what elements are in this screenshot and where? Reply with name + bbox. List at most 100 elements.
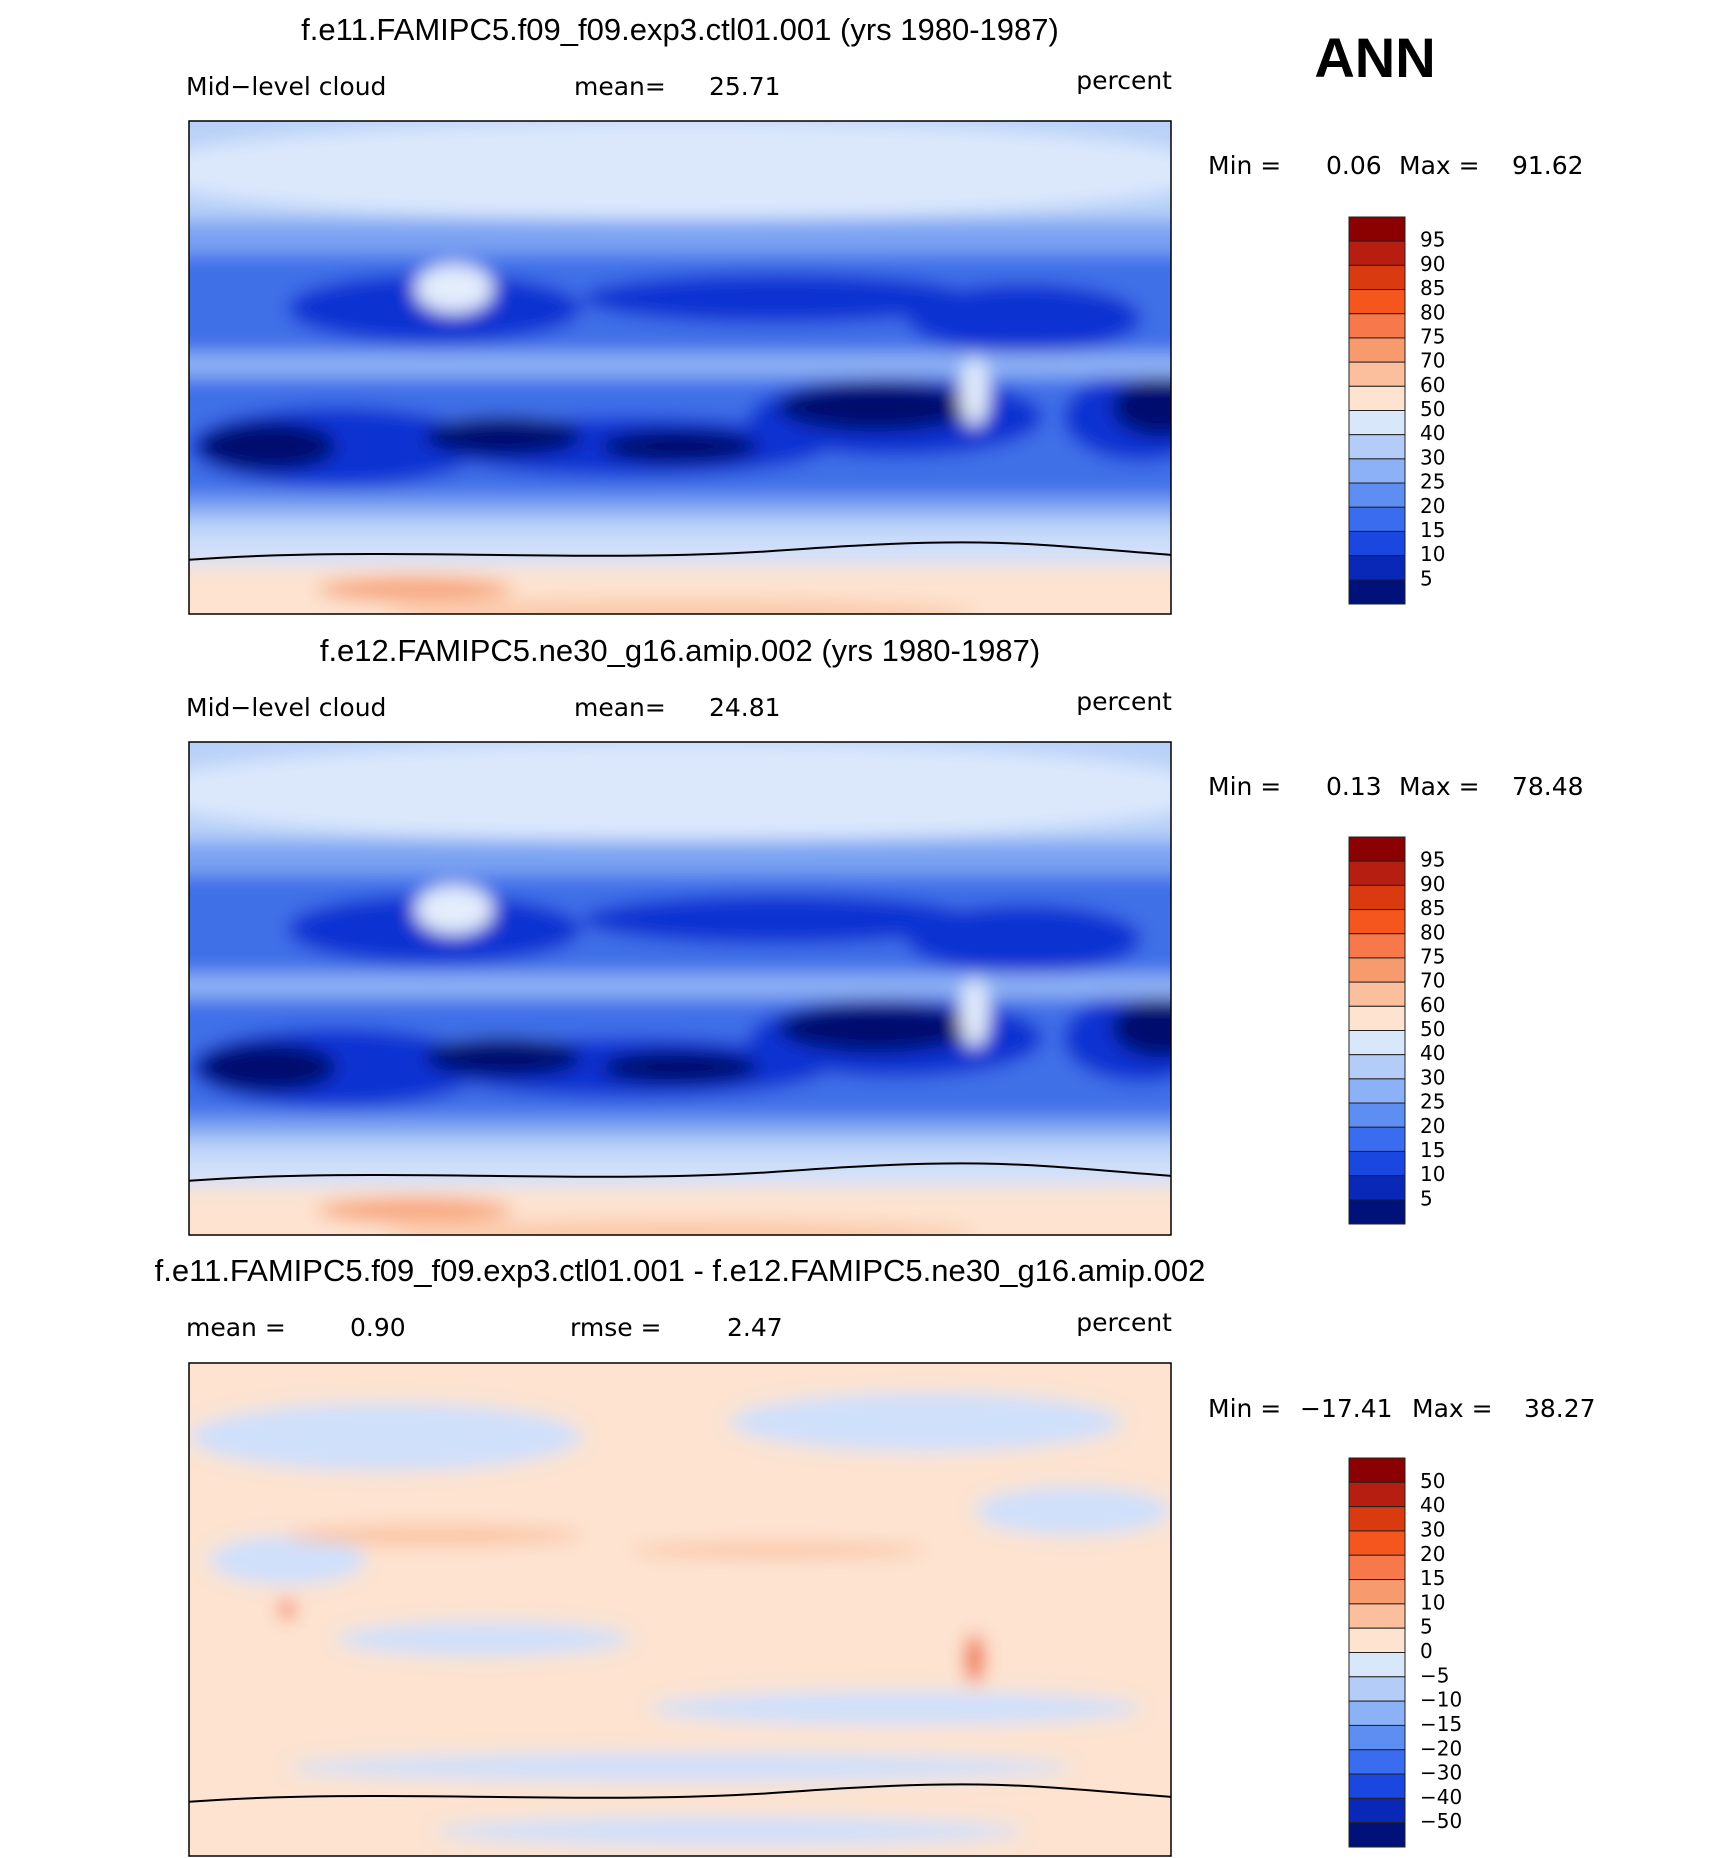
- colorbar-box: [1348, 530, 1406, 557]
- colorbar-label: 75: [1420, 944, 1445, 968]
- colorbar-box: [1348, 1579, 1406, 1605]
- colorbar-box: [1348, 434, 1406, 460]
- diff-field: [729, 1392, 1122, 1452]
- diff-field: [287, 1525, 582, 1546]
- cloud-field: [189, 121, 1171, 220]
- colorbar-label: −5: [1420, 1663, 1449, 1687]
- map-frame: [188, 1362, 1172, 1857]
- map-frame: [188, 120, 1172, 615]
- colorbar-box: [1348, 1030, 1406, 1056]
- colorbar-label: 20: [1420, 494, 1445, 518]
- colorbar-box: [1348, 1797, 1406, 1824]
- cloud-field: [385, 1220, 975, 1235]
- map-fields: [189, 1363, 1171, 1856]
- colorbar-label: −30: [1420, 1761, 1462, 1785]
- colorbar-box: [1348, 264, 1406, 291]
- colorbar-label: 80: [1420, 920, 1445, 944]
- min-max: Max =: [1399, 151, 1480, 180]
- min-max: Max =: [1399, 772, 1480, 801]
- coastline: [189, 1162, 1171, 1182]
- cloud-field: [959, 978, 990, 1048]
- colorbar-label: 10: [1420, 1590, 1445, 1614]
- colorbar-label: 30: [1420, 445, 1445, 469]
- cloud-field: [424, 416, 582, 457]
- colorbar-label: 85: [1420, 896, 1445, 920]
- min-max: 91.62: [1512, 151, 1584, 180]
- cloud-field: [581, 273, 975, 324]
- map: [189, 121, 1171, 614]
- colorbar-label: 30: [1420, 1517, 1445, 1541]
- colorbar-label: 15: [1420, 1138, 1445, 1162]
- colorbar-label: 90: [1420, 252, 1445, 276]
- map: [189, 1363, 1171, 1856]
- min-max: Max =: [1412, 1394, 1493, 1423]
- map-fields: [189, 121, 1171, 614]
- colorbar-label: −40: [1420, 1785, 1462, 1809]
- colorbar-box: [1348, 1054, 1406, 1080]
- cloud-field: [414, 263, 494, 314]
- colorbar-label: −15: [1420, 1712, 1462, 1736]
- colorbar-label: 90: [1420, 872, 1445, 896]
- cloud-field: [385, 599, 975, 614]
- colorbar-box: [1348, 1652, 1406, 1678]
- colorbar-box: [1348, 579, 1406, 605]
- panel-stat: 0.90: [350, 1313, 406, 1342]
- colorbar-label: 5: [1420, 1186, 1433, 1210]
- colorbar-box: [1348, 1822, 1406, 1848]
- colorbar-label: 75: [1420, 324, 1445, 348]
- colorbar-box: [1348, 1150, 1406, 1177]
- cloud-field: [189, 742, 1171, 841]
- colorbar-box: [1348, 1102, 1406, 1128]
- cloud-field: [198, 421, 337, 472]
- colorbar-box: [1348, 1554, 1406, 1581]
- colorbar-box: [1348, 289, 1406, 315]
- colorbar-label: 5: [1420, 1615, 1433, 1639]
- colorbar-label: 50: [1420, 1469, 1445, 1493]
- colorbar-box: [1348, 981, 1406, 1007]
- colorbar-box: [1348, 1457, 1406, 1483]
- min-max: Min =: [1208, 772, 1281, 801]
- colorbar-label: 85: [1420, 276, 1445, 300]
- cloud-field: [581, 894, 975, 945]
- diff-field: [208, 1535, 366, 1585]
- colorbar-label: 10: [1420, 1162, 1445, 1186]
- map: [189, 742, 1171, 1235]
- colorbar-label: 50: [1420, 397, 1445, 421]
- colorbar-label: 60: [1420, 993, 1445, 1017]
- colorbar-box: [1348, 933, 1406, 959]
- panel-stat: Mid−level cloud: [186, 72, 386, 101]
- units: percent: [1076, 687, 1172, 716]
- colorbar-label: 60: [1420, 373, 1445, 397]
- colorbar-label: 0: [1420, 1639, 1433, 1663]
- cloud-field: [198, 1042, 337, 1093]
- units: percent: [1076, 66, 1172, 95]
- panel-stat: 2.47: [727, 1313, 783, 1342]
- colorbar-box: [1348, 337, 1406, 363]
- colorbar-box: [1348, 836, 1406, 862]
- panel-stat: 25.71: [709, 72, 781, 101]
- panel-stat: rmse =: [570, 1313, 662, 1342]
- colorbar-label: 95: [1420, 228, 1445, 252]
- cloud-field: [1112, 998, 1171, 1058]
- min-max: 78.48: [1512, 772, 1584, 801]
- colorbar-box: [1348, 1199, 1406, 1225]
- cloud-field: [414, 884, 494, 935]
- colorbar-box: [1348, 482, 1406, 508]
- panel-title: f.e11.FAMIPC5.f09_f09.exp3.ctl01.001 - f…: [155, 1253, 1206, 1288]
- colorbar-box: [1348, 957, 1406, 983]
- colorbar-box: [1348, 458, 1406, 484]
- diff-field: [964, 1634, 985, 1684]
- coastline: [189, 541, 1171, 561]
- map-fields: [189, 742, 1171, 1235]
- cloud-field: [959, 357, 990, 427]
- colorbar-label: 30: [1420, 1065, 1445, 1089]
- colorbar-box: [1348, 385, 1406, 411]
- colorbar-label: 95: [1420, 848, 1445, 872]
- colorbar-box: [1348, 1126, 1406, 1152]
- colorbar-box: [1348, 1749, 1406, 1775]
- cloud-field: [316, 1198, 514, 1223]
- min-max: 0.06: [1326, 151, 1382, 180]
- colorbar-box: [1348, 216, 1406, 242]
- colorbar-label: −10: [1420, 1688, 1462, 1712]
